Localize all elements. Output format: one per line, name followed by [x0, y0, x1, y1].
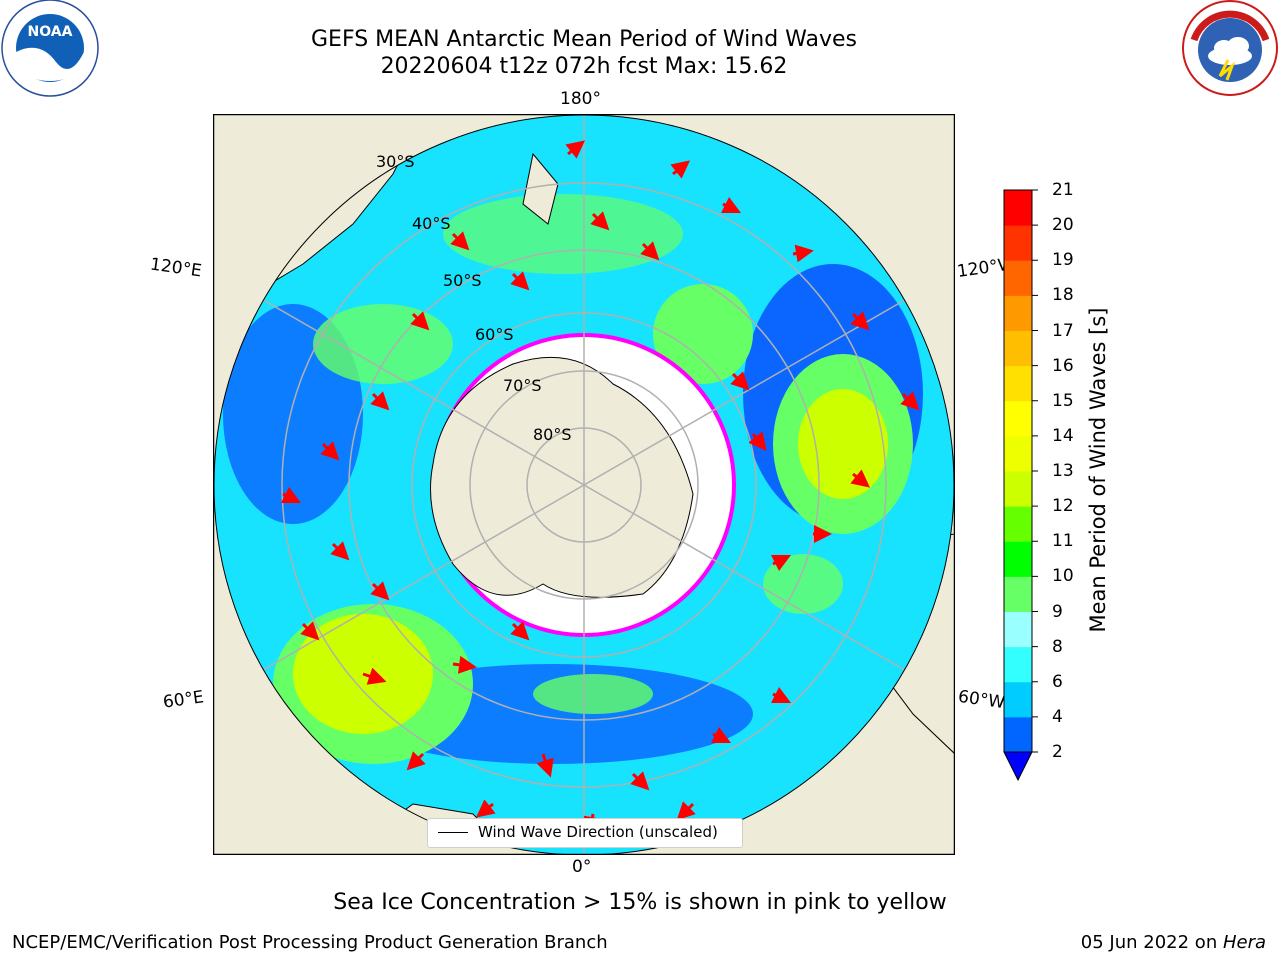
- colorbar-segment: [1004, 400, 1032, 437]
- colorbar-tick-label: 10: [1052, 566, 1074, 587]
- lat-label-50s: 50°S: [443, 271, 482, 290]
- lon-label-120e: 120°E: [148, 254, 203, 282]
- lat-label-40s: 40°S: [412, 214, 451, 233]
- map-frame: [213, 114, 955, 855]
- sea-ice-note: Sea Ice Concentration > 15% is shown in …: [333, 890, 947, 915]
- lon-label-60e: 60°E: [161, 687, 206, 713]
- colorbar-tick-label: 20: [1052, 215, 1074, 236]
- lat-label-60s: 60°S: [475, 325, 514, 344]
- colorbar: [1003, 189, 1038, 782]
- colorbar-segment: [1004, 611, 1032, 648]
- colorbar-tick-label: 15: [1052, 390, 1074, 411]
- colorbar-tick-label: 6: [1052, 671, 1063, 692]
- colorbar-tick-label: 21: [1052, 180, 1074, 200]
- wind-arrows: [280, 140, 920, 835]
- colorbar-segment: [1004, 365, 1032, 402]
- colorbar-tick-label: 4: [1052, 706, 1063, 727]
- colorbar-segment: [1004, 541, 1032, 577]
- colorbar-segment: [1004, 330, 1032, 367]
- colorbar-tick-label: 18: [1052, 285, 1074, 306]
- colorbar-tick-label: 2: [1052, 742, 1063, 762]
- new-zealand-land: [522, 152, 559, 225]
- colorbar-segment: [1004, 471, 1032, 507]
- lat-label-70s: 70°S: [503, 376, 542, 395]
- lat-label-80s: 80°S: [533, 425, 572, 444]
- lon-label-60w: 60°W: [956, 686, 1007, 714]
- colorbar-segment: [1004, 190, 1032, 226]
- colorbar-tick-label: 8: [1052, 636, 1063, 657]
- lon-label-180: 180°: [560, 89, 601, 109]
- nws-logo: [1182, 0, 1278, 96]
- noaa-logo-text: NOAA: [28, 24, 73, 40]
- colorbar-segment: [1004, 681, 1032, 718]
- map-legend: Wind Wave Direction (unscaled): [427, 818, 743, 848]
- legend-label: Wind Wave Direction (unscaled): [478, 823, 718, 841]
- colorbar-segment: [1004, 260, 1032, 296]
- colorbar-tick-label: 9: [1052, 601, 1063, 622]
- footer-host: Hera: [1222, 932, 1266, 953]
- longitude-grid: [214, 115, 954, 855]
- colorbar-segment: [1004, 225, 1032, 261]
- colorbar-segment: [1004, 435, 1032, 472]
- footer-date-text: 05 Jun 2022 on: [1080, 932, 1223, 953]
- legend-line-sample: [438, 832, 468, 833]
- map-subtitle: 20220604 t12z 072h fcst Max: 15.62: [380, 54, 788, 79]
- colorbar-segment: [1004, 716, 1032, 753]
- colorbar-tick-label: 12: [1052, 496, 1074, 517]
- antarctica-land: [430, 356, 694, 598]
- noaa-logo: NOAA: [1, 0, 99, 97]
- colorbar-segment: [1004, 576, 1032, 612]
- colorbar-tick-label: 14: [1052, 425, 1074, 446]
- colorbar-segment: [1004, 646, 1032, 683]
- colorbar-tick-label: 11: [1052, 531, 1074, 552]
- colorbar-segment: [1004, 295, 1032, 331]
- lon-label-0: 0°: [572, 857, 592, 877]
- colorbar-tick-label: 13: [1052, 461, 1074, 481]
- lat-label-30s: 30°S: [376, 152, 415, 171]
- colorbar-segment: [1004, 506, 1032, 542]
- colorbar-tick-label: 17: [1052, 320, 1074, 341]
- colorbar-under-arrow: [1003, 751, 1033, 782]
- colorbar-label: Mean Period of Wind Waves [s]: [1086, 307, 1110, 633]
- footer-branch: NCEP/EMC/Verification Post Processing Pr…: [12, 932, 608, 953]
- colorbar-tick-label: 19: [1052, 250, 1074, 271]
- colorbar-tick-label: 16: [1052, 355, 1074, 376]
- map-title: GEFS MEAN Antarctic Mean Period of Wind …: [311, 27, 857, 52]
- polar-map: 30°S 40°S 50°S 60°S 70°S 80°S: [213, 114, 955, 855]
- footer-date: 05 Jun 2022 on Hera: [1081, 932, 1266, 953]
